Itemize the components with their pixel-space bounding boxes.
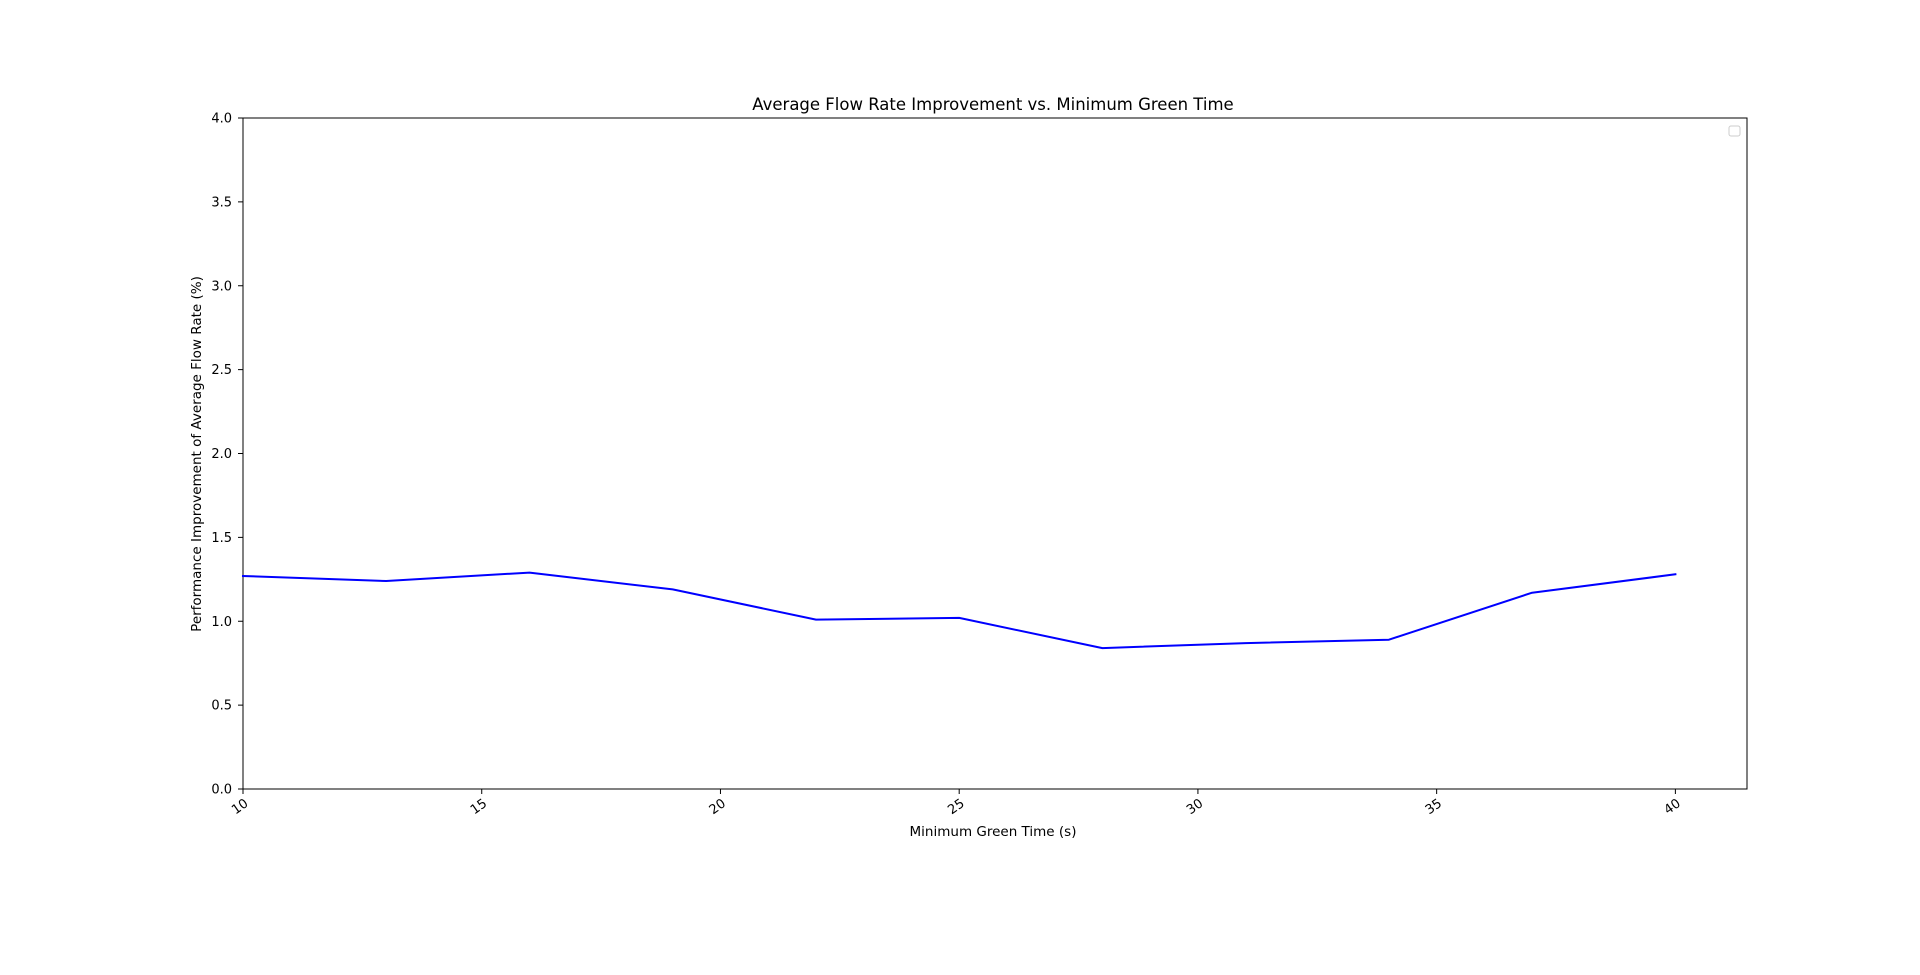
y-axis-label: Performance Improvement of Average Flow … [189,276,205,632]
y-tick-label: 1.0 [211,615,232,630]
series-line [241,571,1677,650]
y-tick-label: 0.0 [211,783,232,798]
x-tick-label: 10 [229,796,251,818]
x-tick-label: 35 [1423,796,1445,818]
y-tick-label: 4.0 [211,112,232,127]
y-tick-label: 2.0 [211,447,232,462]
x-tick-label: 30 [1184,796,1206,818]
x-axis-label: Minimum Green Time (s) [910,824,1077,840]
y-tick-label: 1.5 [211,531,232,546]
x-axis-ticks: 10 15 20 25 30 35 40 [229,789,1684,818]
y-tick-label: 3.0 [211,279,232,294]
x-tick-label: 15 [468,796,490,818]
y-tick-label: 3.5 [211,195,232,210]
y-axis-ticks: 0.0 0.5 1.0 1.5 2.0 2.5 3.0 3.5 4.0 [211,112,243,798]
y-tick-label: 2.5 [211,363,232,378]
x-tick-label: 25 [945,796,967,818]
legend-box [1728,125,1741,137]
x-tick-label: 20 [707,796,729,818]
x-tick-label: 40 [1662,796,1684,818]
y-tick-label: 0.5 [211,699,232,714]
plot-area [242,117,1748,790]
chart-title: Average Flow Rate Improvement vs. Minimu… [752,95,1233,114]
